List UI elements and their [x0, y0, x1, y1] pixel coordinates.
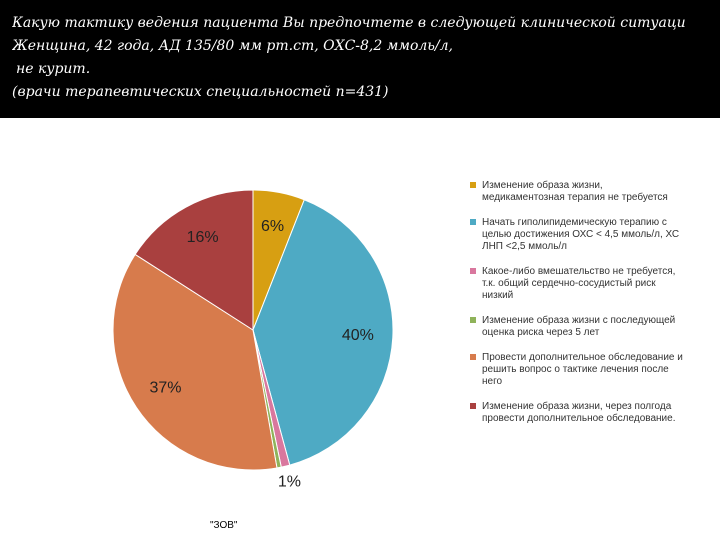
- legend-item: Изменение образа жизни, через полгода пр…: [470, 401, 685, 425]
- subtitle: не курит.: [16, 61, 91, 77]
- title: Какую тактику ведения пациента Вы предпо…: [12, 15, 686, 31]
- legend-item: Провести дополнительное обследование и р…: [470, 352, 685, 388]
- legend-item: Изменение образа жизни, медикаментозная …: [470, 180, 685, 204]
- legend-swatch: [470, 182, 476, 188]
- pie-slice: [252, 199, 394, 466]
- legend-label: Изменение образа жизни, медикаментозная …: [482, 180, 668, 203]
- legend: Изменение образа жизни, медикаментозная …: [470, 180, 685, 438]
- legend-label: Изменение образа жизни с последующей оце…: [482, 315, 676, 338]
- legend-swatch: [470, 268, 476, 274]
- data-label: 6%: [261, 218, 284, 235]
- pie-slice: [134, 189, 254, 331]
- legend-label: Какое-либо вмешательство не требуется, т…: [482, 266, 676, 301]
- pie-slice: [112, 253, 278, 471]
- legend-label: Изменение образа жизни, через полгода пр…: [482, 401, 676, 424]
- legend-label: Начать гиполипидемическую терапию с цель…: [482, 217, 680, 252]
- legend-item: Какое-либо вмешательство не требуется, т…: [470, 266, 685, 302]
- data-label: 37%: [150, 379, 182, 396]
- legend-swatch: [470, 354, 476, 360]
- legend-label: Провести дополнительное обследование и р…: [482, 352, 683, 387]
- subtitle: (врачи терапевтических специальностей n=…: [12, 84, 389, 100]
- data-label: 16%: [187, 229, 219, 246]
- data-label: 40%: [342, 327, 374, 344]
- legend-swatch: [470, 317, 476, 323]
- header: Какую тактику ведения пациента Вы предпо…: [0, 0, 720, 118]
- legend-item: Начать гиполипидемическую терапию с цель…: [470, 217, 685, 253]
- legend-swatch: [470, 403, 476, 409]
- footnote: "ЗОВ": [210, 520, 238, 531]
- legend-swatch: [470, 219, 476, 225]
- legend-item: Изменение образа жизни с последующей оце…: [470, 315, 685, 339]
- subtitle: Женщина, 42 года, АД 135/80 мм рт.ст, ОХ…: [12, 38, 453, 54]
- data-label: 1%: [278, 474, 301, 491]
